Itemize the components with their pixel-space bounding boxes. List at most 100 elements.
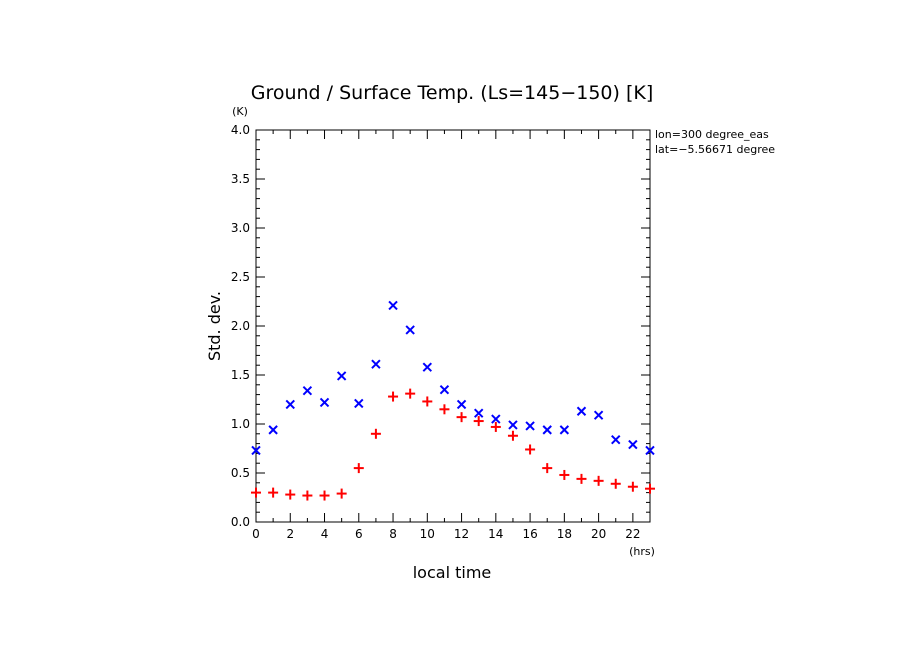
marker-stroke xyxy=(285,399,295,410)
marker-stroke xyxy=(371,359,381,369)
data-point-series2 xyxy=(251,487,261,498)
data-point-series1 xyxy=(645,445,655,456)
marker-stroke xyxy=(439,384,450,395)
marker-stroke xyxy=(593,410,604,420)
data-point-series1 xyxy=(628,439,638,450)
data-point-series2 xyxy=(559,469,570,480)
data-point-series2 xyxy=(525,444,536,455)
data-point-series1 xyxy=(251,445,261,456)
marker-stroke xyxy=(576,406,587,416)
data-point-series2 xyxy=(388,391,399,402)
data-point-series2 xyxy=(473,416,484,427)
y-tick-label: 3.5 xyxy=(231,172,250,186)
y-tick-label: 3.0 xyxy=(231,221,250,235)
x-tick-label: 6 xyxy=(355,527,363,541)
data-point-series1 xyxy=(611,434,621,445)
y-axis-label: Std. dev. xyxy=(205,291,224,361)
marker-stroke xyxy=(525,421,535,431)
plot-frame xyxy=(255,129,651,523)
x-tick-label: 18 xyxy=(557,527,572,541)
y-tick-label: 2.5 xyxy=(231,270,250,284)
data-point-series1 xyxy=(525,421,535,431)
data-point-series2 xyxy=(610,478,621,489)
data-point-series1 xyxy=(473,408,484,418)
marker-stroke xyxy=(251,445,261,456)
data-point-series1 xyxy=(268,425,278,435)
marker-stroke xyxy=(388,300,398,311)
marker-stroke xyxy=(405,325,415,335)
data-point-series1 xyxy=(439,384,450,395)
marker-stroke xyxy=(268,425,278,435)
data-point-series1 xyxy=(354,398,364,409)
marker-stroke xyxy=(302,385,313,396)
axis-ticks: 0.0 0.5 1.0 1.5 2.0 2.5 3.0 3.5 4.0 0 2 4 6 8 10 12 14 16… xyxy=(231,123,650,541)
data-point-series2 xyxy=(439,404,450,415)
data-point-series2 xyxy=(490,421,501,432)
data-point-series1 xyxy=(388,300,398,311)
data-point-series2 xyxy=(336,488,347,499)
marker-stroke xyxy=(336,371,347,381)
data-point-series2 xyxy=(593,475,604,486)
data-point-series2 xyxy=(285,489,296,500)
marker-stroke xyxy=(319,397,330,408)
data-point-series2 xyxy=(370,428,381,439)
x-tick-label: 10 xyxy=(420,527,435,541)
annotation-lat: lat=−5.56671 degree xyxy=(655,143,775,156)
data-point-series2 xyxy=(422,396,433,407)
marker-stroke xyxy=(456,399,467,410)
x-tick-label: 20 xyxy=(591,527,606,541)
x-tick-label: 0 xyxy=(252,527,260,541)
data-point-series2 xyxy=(319,490,330,501)
data-point-series1 xyxy=(559,425,570,435)
data-points xyxy=(251,300,655,501)
marker-stroke xyxy=(542,425,552,435)
data-point-series1 xyxy=(542,425,552,435)
data-point-series2 xyxy=(353,463,364,474)
y-tick-label: 2.0 xyxy=(231,319,250,333)
x-unit-label: (hrs) xyxy=(629,545,655,558)
data-point-series1 xyxy=(456,399,467,410)
annotation-lon: lon=300 degree_eas xyxy=(655,128,769,141)
x-tick-label: 16 xyxy=(522,527,537,541)
data-point-series2 xyxy=(302,490,313,501)
x-axis-label: local time xyxy=(413,563,492,582)
data-point-series1 xyxy=(285,399,295,410)
x-tick-label: 22 xyxy=(625,527,640,541)
data-point-series2 xyxy=(645,483,655,494)
data-point-series2 xyxy=(542,463,553,474)
data-point-series2 xyxy=(507,430,518,441)
x-tick-label: 8 xyxy=(389,527,397,541)
data-point-series1 xyxy=(491,414,501,424)
x-tick-label: 12 xyxy=(454,527,469,541)
data-point-series1 xyxy=(576,406,587,416)
data-point-series1 xyxy=(593,410,604,420)
chart-title: Ground / Surface Temp. (Ls=145−150) [K] xyxy=(251,82,654,104)
data-point-series2 xyxy=(268,487,279,498)
data-point-series1 xyxy=(302,385,313,396)
marker-stroke xyxy=(628,439,638,450)
marker-stroke xyxy=(611,434,621,445)
data-point-series1 xyxy=(371,359,381,369)
data-point-series2 xyxy=(456,412,467,423)
marker-stroke xyxy=(354,398,364,409)
data-point-series1 xyxy=(422,362,433,372)
y-tick-label: 1.5 xyxy=(231,368,250,382)
x-tick-label: 2 xyxy=(286,527,294,541)
data-point-series1 xyxy=(319,397,330,408)
marker-stroke xyxy=(508,420,518,430)
data-point-series1 xyxy=(405,325,415,335)
y-tick-label: 0.5 xyxy=(231,466,250,480)
y-unit-label: (K) xyxy=(232,105,248,118)
data-point-series2 xyxy=(405,388,416,399)
data-point-series2 xyxy=(576,473,587,484)
y-tick-label: 0.0 xyxy=(231,515,250,529)
y-tick-label: 1.0 xyxy=(231,417,250,431)
marker-stroke xyxy=(491,414,501,424)
marker-stroke xyxy=(473,408,484,418)
marker-stroke xyxy=(422,362,433,372)
data-point-series2 xyxy=(627,481,638,492)
data-point-series1 xyxy=(508,420,518,430)
data-point-series1 xyxy=(336,371,347,381)
marker-stroke xyxy=(559,425,570,435)
